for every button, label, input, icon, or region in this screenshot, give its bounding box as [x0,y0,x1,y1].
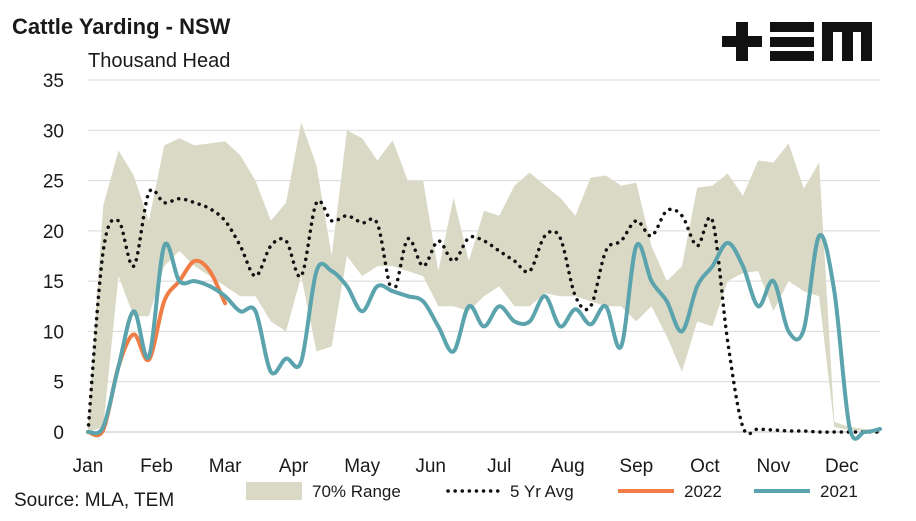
y-tick-label: 5 [53,373,64,394]
logo-e-middle [770,37,814,47]
legend: 70% Range 5 Yr Avg 2022 2021 [246,482,858,501]
logo-m-left [822,22,833,61]
logo-m-right [861,22,872,61]
y-tick-label: 25 [43,172,64,193]
y-tick-label: 20 [43,222,64,243]
x-tick-label: Nov [756,456,790,477]
tem-logo-graphic [722,22,872,61]
x-tick-label: Jul [487,456,511,477]
y-tick-label: 15 [43,272,64,293]
y-tick-label: 35 [43,71,64,92]
series-5yr-avg-line [86,187,882,436]
x-tick-label: Aug [551,456,585,477]
legend-label-2022: 2022 [684,482,722,501]
legend-label-2021: 2021 [820,482,858,501]
legend-label-5yr-avg: 5 Yr Avg [510,482,574,501]
series-layer [86,122,882,441]
y-tick-label: 30 [43,121,64,142]
source-note: Source: MLA, TEM [14,490,175,511]
x-tick-label: Oct [690,456,720,477]
logo-e-bottom [770,51,814,61]
legend-label-range: 70% Range [312,482,401,501]
legend-swatch-range [246,482,302,500]
x-tick-label: May [344,456,380,477]
x-axis-ticks: Jan Feb Mar Apr May Jun Jul Aug Sep Oct Nov Dec [73,456,859,477]
chart-title: Cattle Yarding - NSW [12,14,231,39]
y-axis-unit-label: Thousand Head [88,50,231,72]
x-tick-label: Mar [209,456,242,477]
y-tick-label: 10 [43,322,64,343]
series-2021-line [86,233,882,441]
x-tick-label: Jan [73,456,104,477]
x-tick-label: Dec [825,456,859,477]
y-tick-label: 0 [53,423,64,444]
x-tick-label: Apr [279,456,309,477]
x-tick-label: Feb [140,456,173,477]
logo-m-middle [842,22,853,61]
tem-logo [722,22,874,67]
x-tick-label: Jun [415,456,446,477]
logo-e-top [770,22,814,32]
x-tick-label: Sep [619,456,653,477]
logo-plus-vertical [736,22,748,61]
y-axis-ticks: 0 5 10 15 20 25 30 35 [43,71,64,444]
series-70pct-range-band [88,122,880,432]
